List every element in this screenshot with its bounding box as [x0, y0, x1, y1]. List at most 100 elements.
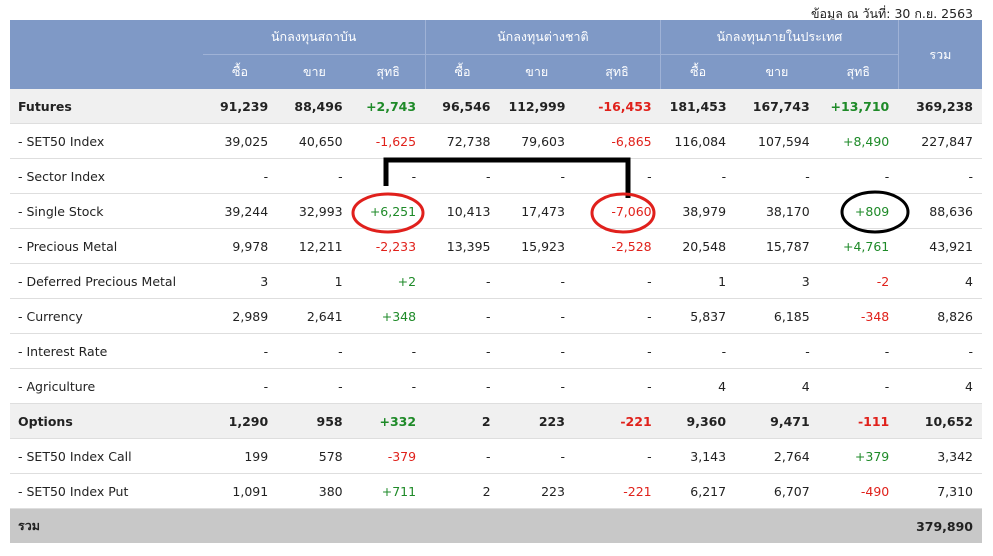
table-row: - Agriculture - - - - - -4 4-4 [10, 368, 982, 404]
table-row: - Sector Index - - - - - - - - - - [10, 158, 982, 194]
table-cell: 3,143 [660, 438, 736, 474]
table-row: - Interest Rate - - - - - - - - - - [10, 333, 982, 369]
table-cell: - [277, 368, 352, 404]
table-cell: 12,211 [277, 228, 352, 264]
table-cell: - [499, 333, 574, 369]
table-cell: 4 [898, 263, 982, 299]
annotation-connector-line [383, 157, 631, 198]
table-cell: - [573, 158, 661, 194]
header-sell: ขาย [499, 54, 574, 89]
table-cell: - [660, 333, 736, 369]
table-cell: -7,060 [573, 193, 661, 229]
table-cell: +332 [351, 403, 426, 439]
table-cell: 4 [660, 368, 736, 404]
table-row: - SET50 Index Put 1,091 380 +711 2 223 -221 6,2… [10, 473, 982, 509]
header-group-foreign: นักลงทุนต่างชาติ [425, 20, 662, 55]
table-cell: 38,979 [660, 193, 736, 229]
table-cell: - [898, 158, 982, 194]
table-cell: - [898, 333, 982, 369]
row-label: Futures [10, 89, 203, 124]
table-cell: +13,710 [818, 89, 899, 124]
table-cell: - [499, 438, 574, 474]
table-cell: 88,496 [277, 89, 352, 124]
header-buy: ซื้อ [425, 54, 500, 89]
table-cell: - [277, 158, 352, 194]
table-cell: 4 [898, 368, 982, 404]
table-cell: 91,239 [202, 89, 278, 124]
total-blank [202, 508, 899, 543]
table-cell: - [573, 333, 661, 369]
table-cell: 8,826 [898, 298, 982, 334]
table-cell: 6,217 [660, 473, 736, 509]
table-cell: - [425, 333, 500, 369]
table-cell: - [573, 298, 661, 334]
table-cell: 15,787 [735, 228, 819, 264]
table-cell: -2 [818, 263, 899, 299]
table-cell: - [202, 333, 278, 369]
table-cell: - [425, 298, 500, 334]
table-cell: 13,395 [425, 228, 500, 264]
table-row: - SET50 Index Call 199 578 -379- - -3,143 2,76… [10, 438, 982, 474]
total-row: รวม 379,890 [10, 508, 982, 543]
table-cell: -2,233 [351, 228, 426, 264]
header-buy: ซื้อ [202, 54, 278, 89]
row-label: - Currency [10, 298, 203, 334]
table-cell: - [818, 158, 899, 194]
table-cell: +809 [818, 193, 899, 229]
table-cell: - [499, 158, 574, 194]
table-cell: 2 [425, 473, 500, 509]
table-cell: 3 [202, 263, 278, 299]
table-cell: - [277, 333, 352, 369]
table-cell: - [818, 368, 899, 404]
table-cell: 1 [660, 263, 736, 299]
table-cell: - [499, 263, 574, 299]
table-cell: 40,650 [277, 123, 352, 159]
table-cell: 380 [277, 473, 352, 509]
row-label: - Agriculture [10, 368, 203, 404]
table-cell: - [660, 158, 736, 194]
table-cell: -221 [573, 473, 661, 509]
annotation-circle-local-net [840, 190, 910, 234]
table-cell: - [425, 438, 500, 474]
table-row: - Deferred Precious Metal 3 1 +2- - -1 3 -2 4 [10, 263, 982, 299]
table-cell: - [425, 158, 500, 194]
table-cell: 2,764 [735, 438, 819, 474]
header-net: สุทธิ [818, 54, 899, 89]
table-body: Futures 91,239 88,496 +2,743 96,546 112,999 -1… [10, 89, 982, 543]
table-cell: 10,413 [425, 193, 500, 229]
table-cell: 5,837 [660, 298, 736, 334]
table-cell: 15,923 [499, 228, 574, 264]
table-cell: 17,473 [499, 193, 574, 229]
header-buy: ซื้อ [660, 54, 736, 89]
header-net: สุทธิ [351, 54, 426, 89]
table-cell: 88,636 [898, 193, 982, 229]
table-cell: 578 [277, 438, 352, 474]
table-cell: - [818, 333, 899, 369]
table-cell: 1 [277, 263, 352, 299]
table-row: Futures 91,239 88,496 +2,743 96,546 112,999 -1… [10, 89, 982, 124]
table-cell: - [499, 298, 574, 334]
table-cell: 167,743 [735, 89, 819, 124]
table-cell: - [425, 263, 500, 299]
table-cell: 20,548 [660, 228, 736, 264]
row-label: - Single Stock [10, 193, 203, 229]
table-cell: - [351, 368, 426, 404]
total-value: 379,890 [898, 508, 982, 543]
table-cell: 9,471 [735, 403, 819, 439]
row-label: - SET50 Index Put [10, 473, 203, 509]
table-cell: 6,185 [735, 298, 819, 334]
row-label: - Deferred Precious Metal [10, 263, 203, 299]
row-label: - Sector Index [10, 158, 203, 194]
table-cell: - [573, 438, 661, 474]
table-cell: 107,594 [735, 123, 819, 159]
header-net: สุทธิ [573, 54, 662, 89]
row-label: - SET50 Index Call [10, 438, 203, 474]
table-cell: +2 [351, 263, 426, 299]
table-cell: 39,244 [202, 193, 278, 229]
header-blank [10, 20, 203, 89]
table-cell: +348 [351, 298, 426, 334]
table-cell: 1,290 [202, 403, 278, 439]
row-label: - Precious Metal [10, 228, 203, 264]
table-cell: 227,847 [898, 123, 982, 159]
